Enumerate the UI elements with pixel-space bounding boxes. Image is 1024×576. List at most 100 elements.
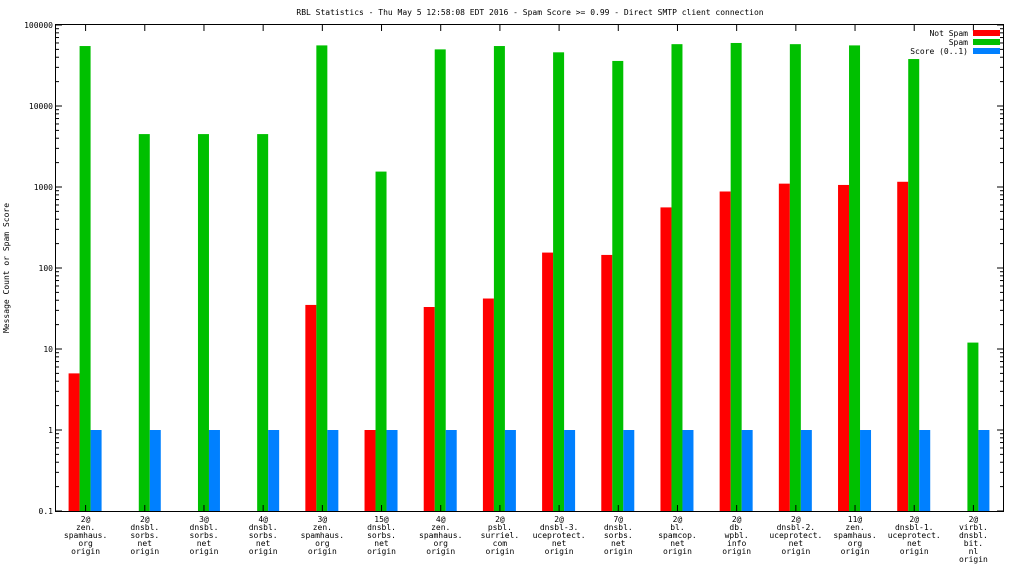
- y-tick-label: 0.1: [39, 507, 54, 516]
- x-tick-label: net: [197, 539, 212, 548]
- x-tick-label: dnsbl-3.: [540, 523, 579, 532]
- bar-score-0-1-0: [90, 430, 102, 511]
- x-tick-label: origin: [71, 547, 100, 556]
- y-tick-label: 10000: [29, 102, 53, 111]
- x-tick-label: wpbl.: [725, 531, 749, 540]
- x-tick-label: sorbs.: [249, 531, 278, 540]
- x-tick-label: origin: [900, 547, 929, 556]
- x-tick-label: zen.: [845, 523, 864, 532]
- x-tick-label: origin: [959, 555, 988, 564]
- legend-label: Spam: [949, 38, 968, 47]
- x-tick-label: 2@: [554, 515, 564, 524]
- x-tick-label: psbl.: [488, 523, 512, 532]
- x-tick-label: uceprotect.: [769, 531, 822, 540]
- bar-score-0-1-6: [445, 430, 457, 511]
- x-tick-label: origin: [604, 547, 633, 556]
- bar-score-0-1-8: [564, 430, 576, 511]
- bar-not-spam-6: [423, 307, 435, 511]
- bar-spam-4: [316, 45, 328, 512]
- bar-spam-7: [493, 46, 505, 512]
- bar-score-0-1-15: [978, 430, 990, 511]
- x-tick-label: origin: [426, 547, 455, 556]
- legend-label: Not Spam: [929, 29, 968, 38]
- x-tick-label: origin: [545, 547, 574, 556]
- x-tick-label: dnsbl-2.: [777, 523, 816, 532]
- x-tick-label: sorbs.: [190, 531, 219, 540]
- x-tick-label: 4@: [436, 515, 446, 524]
- y-tick-label: 100: [39, 264, 54, 273]
- x-tick-label: net: [789, 539, 804, 548]
- y-tick-label: 10: [43, 345, 53, 354]
- bar-spam-6: [434, 49, 446, 512]
- x-tick-label: origin: [722, 547, 751, 556]
- x-tick-label: uceprotect.: [888, 531, 941, 540]
- x-tick-label: 2@: [732, 515, 742, 524]
- x-tick-label: net: [907, 539, 922, 548]
- x-tick-label: net: [552, 539, 567, 548]
- x-tick-label: spamhaus.: [301, 531, 344, 540]
- bars-layer: [68, 42, 990, 512]
- x-tick-label: origin: [308, 547, 337, 556]
- x-tick-label: 2@: [495, 515, 505, 524]
- bar-not-spam-9: [601, 254, 613, 511]
- x-tick-label: origin: [663, 547, 692, 556]
- x-tick-label: 7@: [613, 515, 623, 524]
- bar-score-0-1-4: [327, 430, 339, 511]
- y-tick-label: 1: [48, 426, 53, 435]
- bar-not-spam-11: [719, 191, 731, 512]
- x-tick-label: 11@: [848, 515, 863, 524]
- bar-spam-12: [789, 44, 801, 512]
- x-tick-label: origin: [485, 547, 514, 556]
- x-tick-label: sorbs.: [130, 531, 159, 540]
- y-tick-label: 1000: [34, 183, 53, 192]
- bar-score-0-1-9: [623, 430, 635, 511]
- x-tick-label: 2@: [909, 515, 919, 524]
- x-tick-label: 4@: [258, 515, 268, 524]
- bar-spam-9: [612, 60, 624, 511]
- bar-spam-13: [849, 45, 861, 512]
- x-tick-label: net: [611, 539, 626, 548]
- x-tick-label: bl.: [670, 523, 684, 532]
- bar-not-spam-14: [897, 181, 909, 511]
- bar-spam-15: [967, 342, 979, 511]
- bar-spam-10: [671, 44, 683, 512]
- bar-spam-11: [730, 42, 742, 511]
- x-tick-label: dnsbl.: [367, 523, 396, 532]
- legend-swatch: [973, 30, 1000, 36]
- bar-spam-14: [908, 59, 920, 511]
- bar-score-0-1-12: [800, 430, 812, 511]
- x-tick-label: dnsbl.: [604, 523, 633, 532]
- x-tick-label: net: [670, 539, 685, 548]
- ticks-layer: 0.11101001000100001000002@zen.spamhaus.o…: [24, 21, 1003, 564]
- bar-not-spam-13: [838, 184, 850, 511]
- x-tick-label: net: [256, 539, 271, 548]
- x-tick-label: com: [493, 539, 508, 548]
- x-tick-label: origin: [130, 547, 159, 556]
- x-tick-label: 2@: [81, 515, 91, 524]
- bar-spam-1: [138, 134, 150, 511]
- y-tick-label: 100000: [24, 21, 53, 30]
- bar-spam-5: [375, 171, 387, 511]
- x-tick-label: uceprotect.: [533, 531, 586, 540]
- x-tick-label: dnsbl.: [249, 523, 278, 532]
- x-tick-label: 15@: [374, 515, 389, 524]
- x-tick-label: dnsbl-1.: [895, 523, 934, 532]
- x-tick-label: org: [433, 539, 448, 548]
- x-tick-label: net: [138, 539, 153, 548]
- bar-not-spam-12: [778, 183, 790, 511]
- x-tick-label: org: [78, 539, 93, 548]
- x-tick-label: zen.: [431, 523, 450, 532]
- x-tick-label: origin: [781, 547, 810, 556]
- x-tick-label: spamhaus.: [419, 531, 462, 540]
- x-tick-label: 3@: [199, 515, 209, 524]
- x-tick-label: spamhaus.: [64, 531, 107, 540]
- x-tick-label: dnsbl.: [959, 531, 988, 540]
- bar-score-0-1-10: [682, 430, 694, 511]
- bar-score-0-1-13: [860, 430, 872, 511]
- bar-score-0-1-1: [149, 430, 161, 511]
- x-tick-label: 2@: [673, 515, 683, 524]
- bar-not-spam-4: [305, 304, 317, 511]
- x-tick-label: zen.: [76, 523, 95, 532]
- x-tick-label: net: [374, 539, 389, 548]
